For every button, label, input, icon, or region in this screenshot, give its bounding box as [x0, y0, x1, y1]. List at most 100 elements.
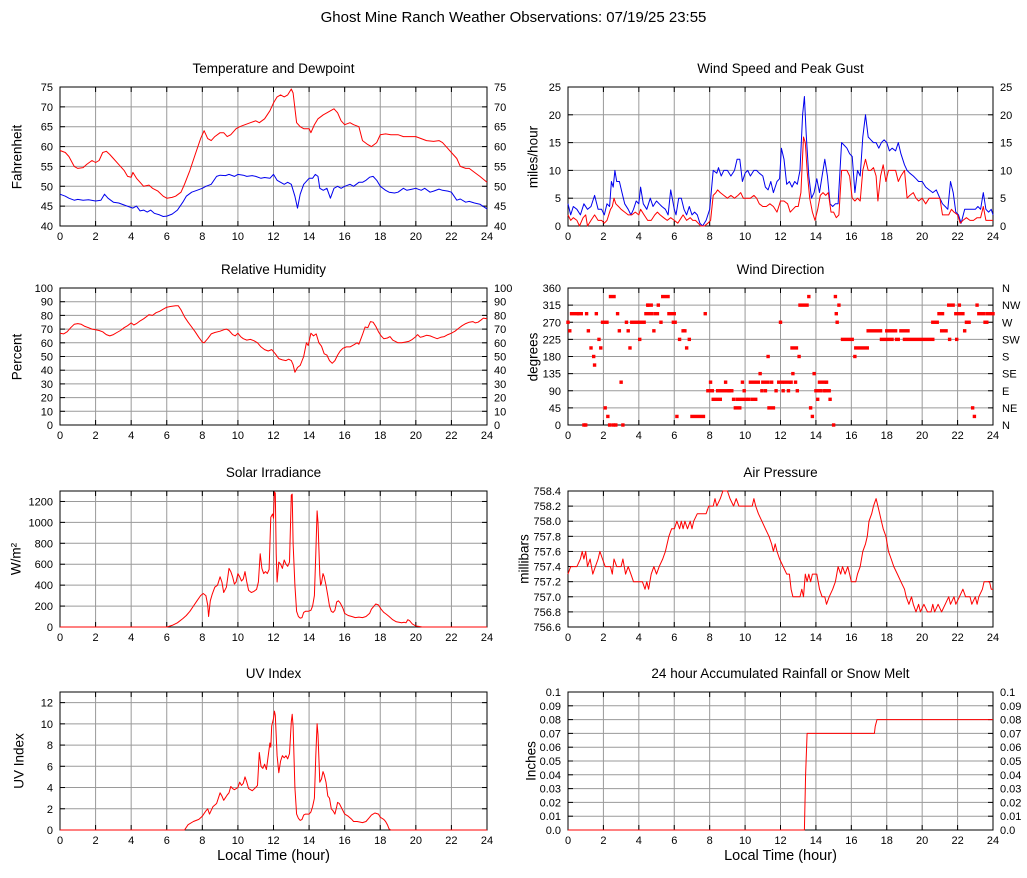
svg-text:0.0: 0.0 [546, 825, 561, 837]
svg-text:40: 40 [41, 365, 53, 377]
svg-text:50: 50 [41, 181, 53, 193]
svg-text:6: 6 [164, 430, 170, 442]
svg-text:135: 135 [543, 369, 561, 381]
svg-text:400: 400 [35, 580, 53, 592]
svg-text:2: 2 [93, 430, 99, 442]
svg-text:6: 6 [671, 231, 677, 243]
svg-text:18: 18 [881, 835, 893, 847]
svg-text:800: 800 [35, 538, 53, 550]
svg-text:2: 2 [600, 430, 606, 442]
svg-text:20: 20 [410, 430, 422, 442]
svg-text:8: 8 [199, 632, 205, 644]
svg-text:12: 12 [774, 835, 786, 847]
svg-text:24: 24 [481, 231, 493, 243]
svg-text:NW: NW [1002, 300, 1021, 312]
svg-text:24: 24 [987, 632, 999, 644]
svg-text:80: 80 [494, 310, 506, 322]
svg-text:225: 225 [543, 334, 561, 346]
svg-text:22: 22 [445, 835, 457, 847]
svg-text:70: 70 [494, 102, 506, 114]
svg-text:60: 60 [494, 142, 506, 154]
svg-text:45: 45 [549, 403, 561, 415]
svg-text:W: W [1002, 317, 1013, 329]
svg-text:758.0: 758.0 [533, 516, 561, 528]
svg-text:16: 16 [845, 430, 857, 442]
svg-text:18: 18 [374, 430, 386, 442]
svg-text:24: 24 [481, 835, 493, 847]
svg-text:75: 75 [494, 82, 506, 94]
svg-text:15: 15 [549, 138, 561, 150]
svg-text:8: 8 [199, 835, 205, 847]
svg-text:0.07: 0.07 [540, 728, 561, 740]
svg-text:65: 65 [494, 122, 506, 134]
svg-text:10: 10 [739, 632, 751, 644]
svg-text:12: 12 [267, 231, 279, 243]
svg-text:80: 80 [41, 310, 53, 322]
svg-text:30: 30 [41, 379, 53, 391]
svg-text:0: 0 [565, 632, 571, 644]
svg-text:24: 24 [481, 430, 493, 442]
svg-text:315: 315 [543, 300, 561, 312]
svg-text:50: 50 [494, 181, 506, 193]
svg-text:0.1: 0.1 [1000, 687, 1015, 699]
chart-title-relative-humidity: Relative Humidity [220, 262, 327, 277]
svg-text:70: 70 [494, 324, 506, 336]
svg-text:40: 40 [41, 221, 53, 233]
svg-text:10: 10 [232, 231, 244, 243]
svg-text:18: 18 [881, 632, 893, 644]
svg-text:20: 20 [1000, 110, 1012, 122]
svg-text:6: 6 [164, 231, 170, 243]
svg-text:55: 55 [41, 161, 53, 173]
svg-text:0.04: 0.04 [540, 770, 561, 782]
svg-text:0.05: 0.05 [540, 756, 561, 768]
svg-text:12: 12 [41, 698, 53, 710]
svg-text:0: 0 [57, 430, 63, 442]
svg-text:10: 10 [739, 835, 751, 847]
plot-solar-irradiance: 0 2 4 6 8 10 12 14 16 18 20 22 240200400600800100012… [29, 490, 493, 644]
svg-text:0.01: 0.01 [540, 811, 561, 823]
svg-text:4: 4 [128, 231, 134, 243]
svg-text:65: 65 [41, 122, 53, 134]
svg-text:16: 16 [339, 835, 351, 847]
svg-text:45: 45 [494, 201, 506, 213]
svg-text:100: 100 [494, 283, 512, 295]
svg-text:10: 10 [1000, 165, 1012, 177]
svg-text:22: 22 [445, 430, 457, 442]
svg-text:45: 45 [41, 201, 53, 213]
svg-text:15: 15 [1000, 138, 1012, 150]
svg-text:20: 20 [916, 835, 928, 847]
svg-text:0.01: 0.01 [1000, 811, 1021, 823]
svg-text:360: 360 [543, 283, 561, 295]
svg-text:60: 60 [41, 142, 53, 154]
svg-text:5: 5 [555, 193, 561, 205]
svg-text:2: 2 [600, 835, 606, 847]
svg-text:16: 16 [339, 632, 351, 644]
svg-text:2: 2 [600, 632, 606, 644]
svg-text:5: 5 [1000, 193, 1006, 205]
svg-text:0: 0 [57, 632, 63, 644]
svg-text:180: 180 [543, 352, 561, 364]
svg-text:10: 10 [41, 719, 53, 731]
svg-text:0.06: 0.06 [540, 742, 561, 754]
svg-text:18: 18 [374, 231, 386, 243]
chart-title-temperature-dewpoint: Temperature and Dewpoint [192, 61, 355, 76]
svg-text:0: 0 [494, 420, 500, 432]
svg-text:0.08: 0.08 [540, 715, 561, 727]
svg-text:6: 6 [164, 632, 170, 644]
svg-text:757.0: 757.0 [533, 592, 561, 604]
svg-text:10: 10 [232, 632, 244, 644]
svg-text:0.02: 0.02 [1000, 797, 1021, 809]
svg-text:0: 0 [47, 622, 53, 634]
svg-text:8: 8 [707, 632, 713, 644]
svg-text:25: 25 [1000, 82, 1012, 94]
svg-text:6: 6 [671, 430, 677, 442]
svg-text:22: 22 [951, 430, 963, 442]
svg-text:6: 6 [671, 632, 677, 644]
svg-text:0.06: 0.06 [1000, 742, 1021, 754]
svg-text:758.2: 758.2 [533, 501, 561, 513]
svg-text:0: 0 [555, 221, 561, 233]
chart-title-air-pressure: Air Pressure [743, 465, 818, 480]
